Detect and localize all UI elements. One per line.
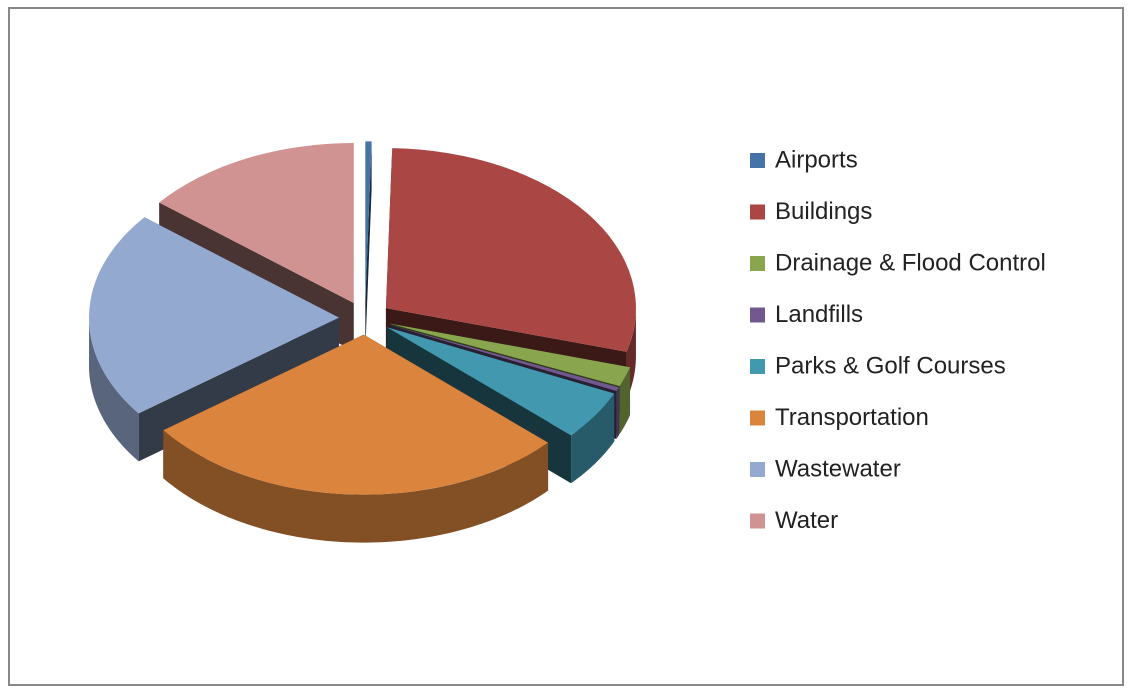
legend-label: Water [775, 507, 838, 534]
slice-outer-side [616, 387, 619, 440]
slice-top [365, 141, 372, 302]
legend-label: Wastewater [775, 455, 901, 482]
slice-outer-side [571, 393, 615, 484]
slice-top [385, 148, 636, 352]
slice-outer-side [163, 430, 549, 543]
slice-radial-side [365, 141, 372, 350]
slice [365, 141, 372, 350]
legend-swatch [750, 513, 765, 529]
slice [163, 334, 549, 543]
legend-label: Transportation [775, 404, 929, 431]
legend-label: Drainage & Flood Control [775, 249, 1046, 276]
slice-top [389, 323, 631, 387]
legend-swatch [750, 359, 765, 374]
slice-top [386, 327, 615, 436]
legend-swatch [750, 204, 765, 220]
legend-swatch [750, 462, 765, 477]
slice-top [159, 142, 354, 303]
legend-label: Buildings [775, 198, 872, 225]
slice-top [388, 324, 619, 392]
slice-outer-side [89, 314, 139, 462]
slice-top [163, 334, 549, 495]
legend-swatch [750, 307, 765, 323]
legend-swatch [750, 410, 765, 426]
slice-top [89, 217, 340, 414]
legend-swatch [750, 256, 765, 271]
slice-outer-side [619, 367, 631, 435]
legend-label: Landfills [775, 301, 863, 328]
legend-label: Airports [775, 146, 858, 173]
legend-swatch [750, 153, 765, 168]
legend-label: Parks & Golf Courses [775, 352, 1006, 379]
